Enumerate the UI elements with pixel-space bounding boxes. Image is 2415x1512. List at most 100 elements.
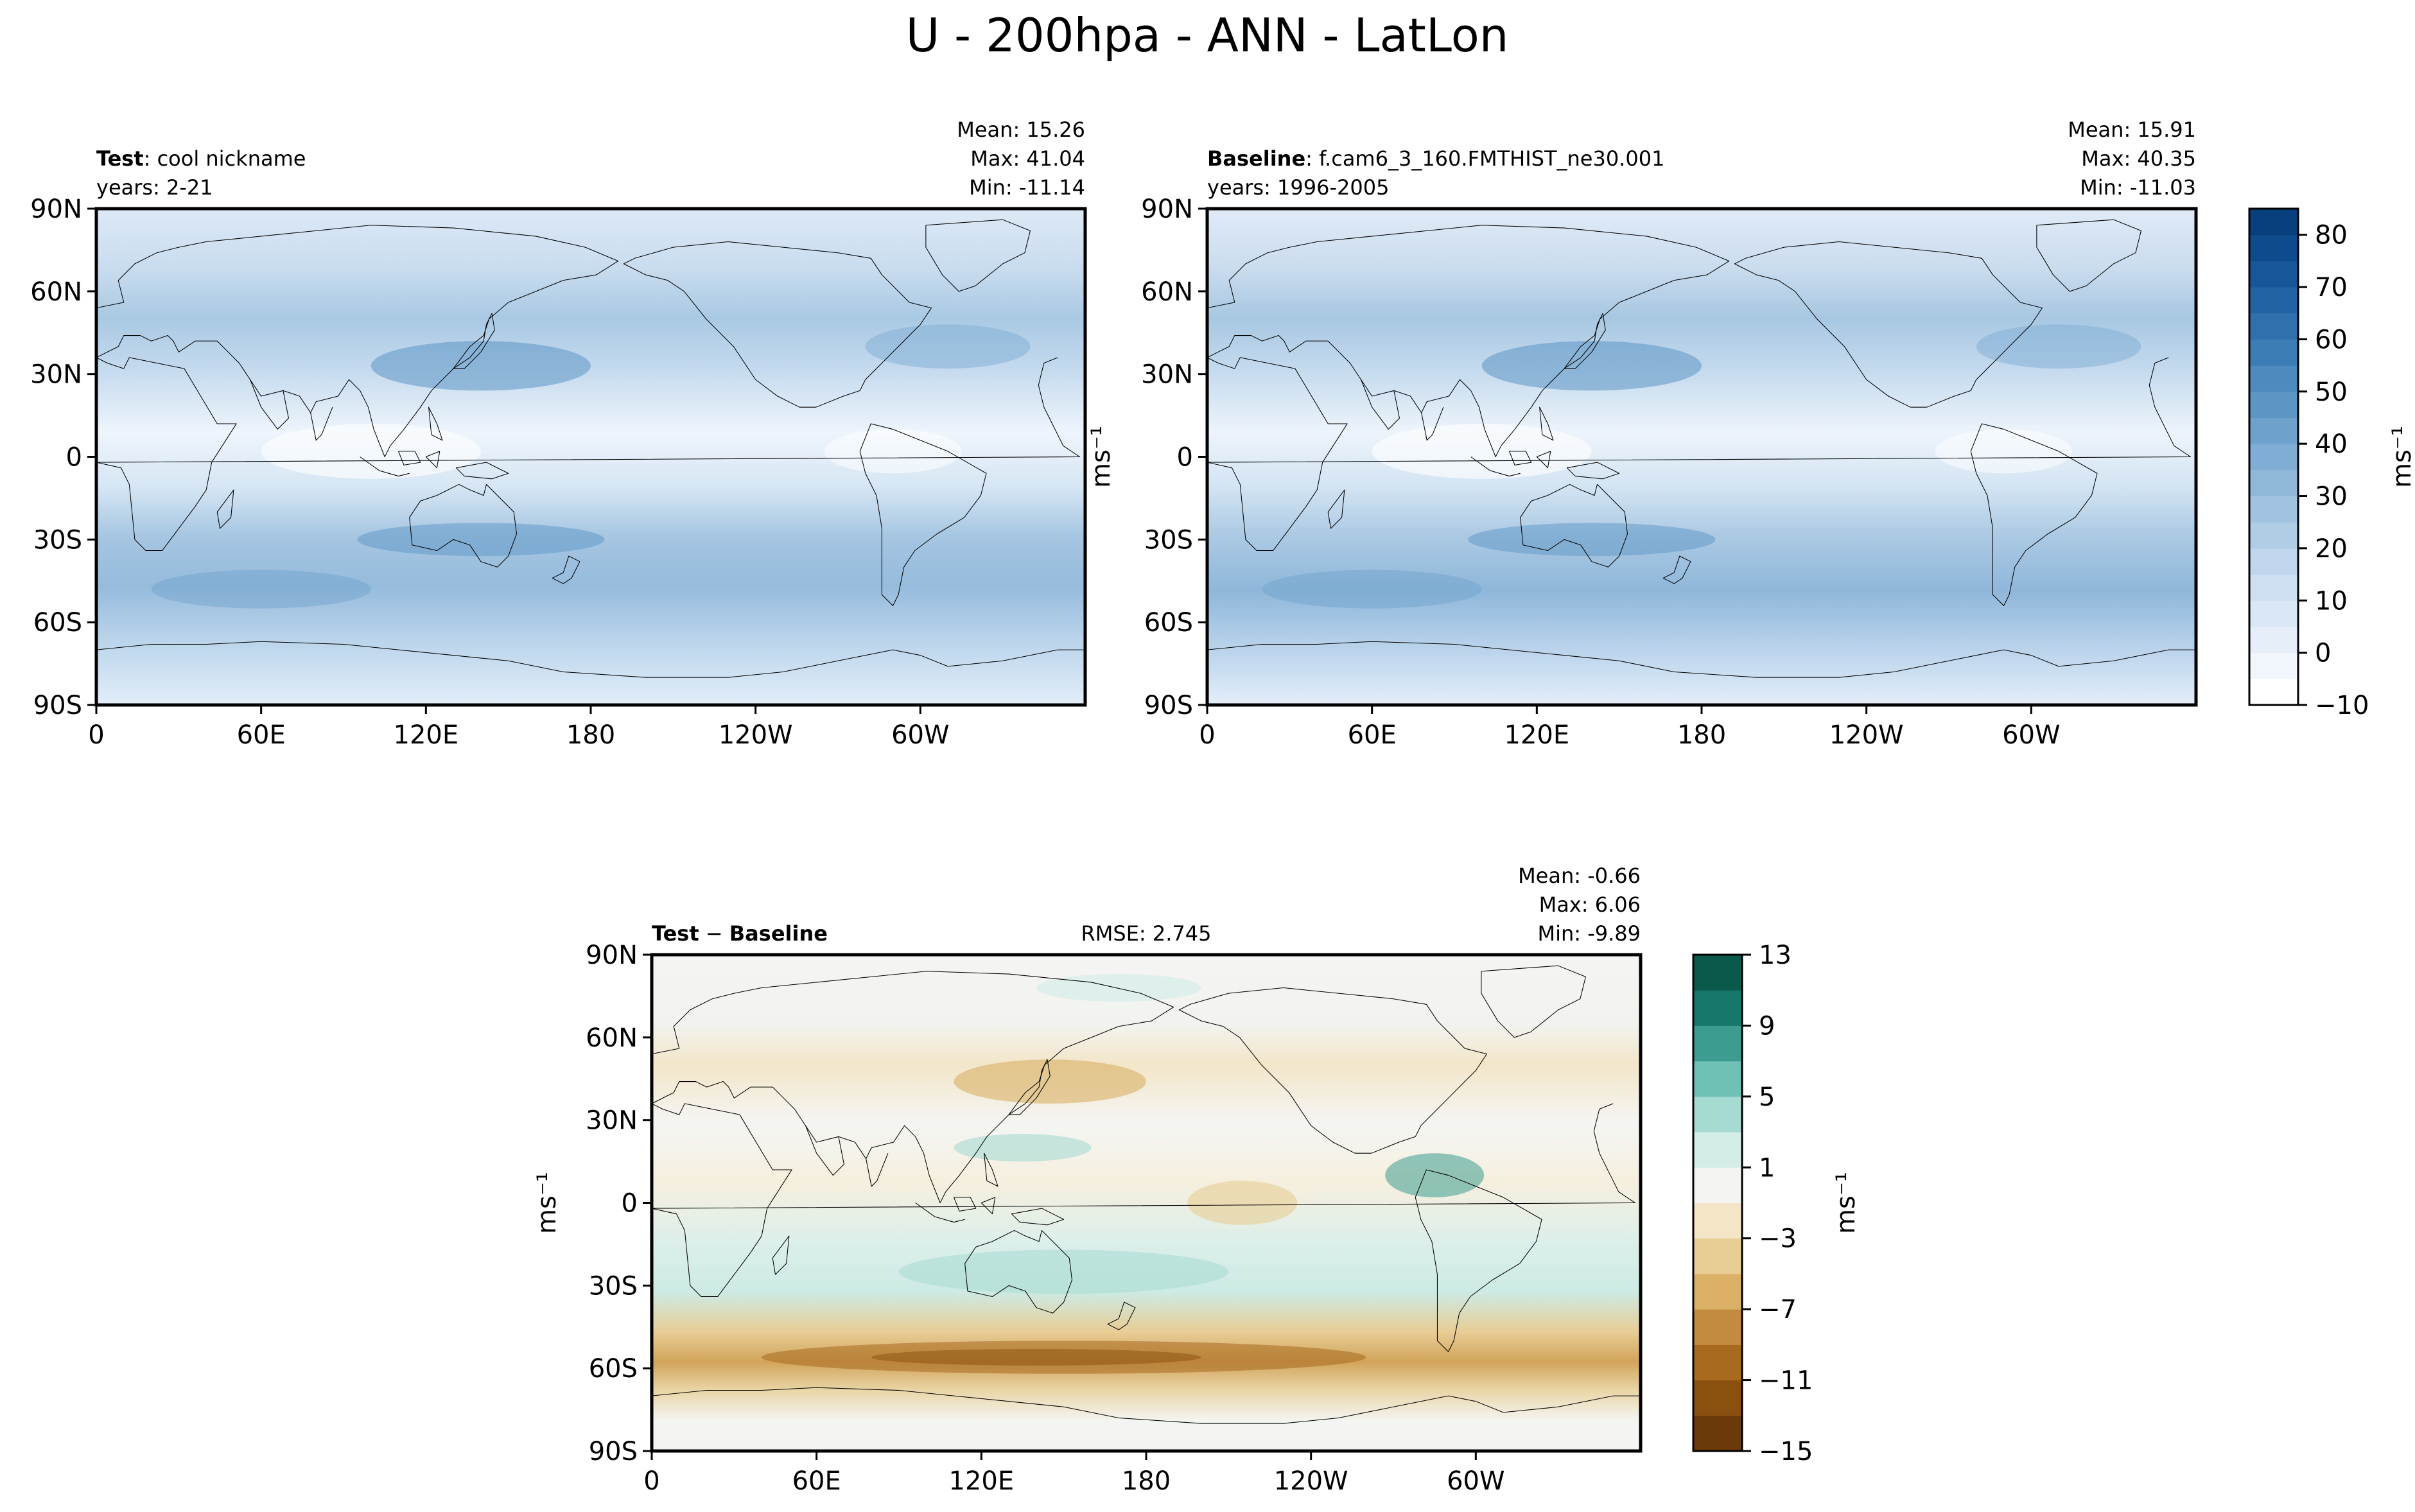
colorbar-tick-label: 1 [1759,1153,1775,1183]
lat-tick-label: 30S [1144,525,1193,555]
colorbar-segment [1693,1273,1742,1310]
stat-label: Max: 6.06 [1539,892,1641,917]
lat-tick-label: 30N [30,360,82,390]
colorbar-frame [2248,207,2299,706]
colorbar-segment [2249,574,2298,601]
lat-tick-label: 60N [1141,277,1193,307]
colorbar-tick-label: 5 [1759,1082,1775,1112]
colorbar-segment [2249,626,2298,654]
lon-tick-label: 120E [394,720,459,750]
panel-label-bold: Test [652,921,699,946]
colorbar-tick-label: 60 [2315,325,2348,354]
stat-label: Max: 41.04 [970,146,1085,171]
panel-label-bold: Baseline [729,921,828,946]
colorbar-segment [2249,600,2298,627]
lon-tick-label: 60E [237,720,286,750]
colorbar-segment [1693,1415,1742,1452]
colorbar-tick-label: 20 [2315,534,2348,564]
lon-tick-label: 0 [88,720,104,750]
subtropical-positive [954,1134,1092,1162]
panel-label-text: : f.cam6_3_160.FMTHIST_ne30.001 [1305,146,1664,171]
jet-core-south [357,523,605,557]
colorbar-diff: −15 −11 −7 −3 1 5 9 13 ms⁻¹ [1692,941,1861,1466]
stat-label: Min: -11.14 [969,175,1085,200]
colorbar-tick-label: −7 [1759,1295,1797,1325]
colorbar-segment [2249,287,2298,314]
colorbar-segment [1693,1344,1742,1381]
colorbar-segment [2249,496,2298,523]
colorbar-segment [2249,313,2298,340]
southern-band-peak [871,1349,1201,1366]
map-field [652,955,1641,1451]
stat-label: Mean: 15.91 [2068,117,2196,142]
colorbar-segment [1693,990,1742,1026]
colorbar-tick-label: −10 [2315,691,2369,720]
colorbar-tick-label: −11 [1759,1366,1813,1396]
map-field [1207,209,2196,705]
lat-tick-label: 90S [1144,691,1193,720]
lat-tick-label: 90N [1141,195,1193,224]
panel-label: Test − Baseline [652,921,828,946]
field-background [652,955,1641,1451]
colorbar-tick-label: 80 [2315,221,2348,250]
colorbar-segment [1693,1025,1742,1062]
equatorial-minimum [261,423,481,479]
colorbar-tick-label: 10 [2315,586,2348,616]
colorbar-segment [1693,1167,1742,1203]
lon-tick-label: 0 [643,1466,659,1496]
panel-label-sep: − [699,921,729,946]
lon-tick-label: 60W [2002,720,2060,750]
colorbar-segment [2249,652,2298,679]
ylabel: ms⁻¹ [1086,426,1116,488]
lon-tick-label: 60E [792,1466,841,1496]
lon-tick-label: 60W [1447,1466,1504,1496]
jet-core-south-indian [1262,569,1482,609]
rmse-label: RMSE: 2.745 [1081,921,1212,946]
lon-tick-label: 120E [949,1466,1015,1496]
lat-tick-label: 60S [589,1354,638,1384]
stat-label: Min: -11.03 [2080,175,2196,200]
colorbar-segment [1693,1309,1742,1345]
stat-label: Max: 40.35 [2081,146,2196,171]
colorbar-segment [1693,1061,1742,1097]
lon-tick-label: 0 [1199,720,1215,750]
panel-label: Test: cool nickname [96,146,306,171]
figure-title: U - 200hpa - ANN - LatLon [906,8,1509,62]
lat-tick-label: 30N [586,1106,638,1136]
lon-tick-label: 120W [1274,1466,1348,1496]
lon-tick-label: 60W [891,720,949,750]
jet-core-atlantic [865,324,1031,369]
colorbar-segment [1693,1132,1742,1168]
jet-core-south [1468,523,1716,557]
colorbar-segment [2249,522,2298,549]
panel-label: Baseline: f.cam6_3_160.FMTHIST_ne30.001 [1207,146,1664,171]
map-panel-baseline: 0 60E 120E 180 120W 60W 90N 60N 30N 0 30S 60S 90S Bas… [1141,117,2198,750]
lat-tick-label: 0 [1177,443,1193,473]
colorbar-segment [1693,955,1742,991]
lon-tick-label: 180 [1677,720,1726,750]
colorbar-tick-label: 13 [1759,941,1792,970]
colorbar-segment [2249,261,2298,288]
lat-tick-label: 30N [1141,360,1193,390]
stat-label: Mean: 15.26 [957,117,1085,142]
colorbar-tick-label: 30 [2315,482,2348,512]
colorbar-tick-label: −15 [1759,1437,1813,1466]
stat-label: Mean: -0.66 [1518,864,1641,888]
jet-core-atlantic [1976,324,2141,369]
jet-core-north [1481,341,1702,391]
lon-tick-label: 180 [566,720,615,750]
colorbar-frame [1692,953,1743,1452]
colorbar-segment [1693,1096,1742,1133]
map-field [96,209,1085,705]
colorbar-segment [2249,209,2298,236]
colorbar-segment [2249,679,2298,706]
lat-tick-label: 60N [586,1023,638,1053]
lat-tick-label: 60N [30,277,82,307]
jet-core-south-indian [151,569,371,609]
colorbar-tick-label: 50 [2315,378,2348,407]
map-panel-test: 0 60E 120E 180 120W 60W 90N 60N 30N 0 30S 60S 90S Tes… [30,117,1116,750]
colorbar-label: ms⁻¹ [1831,1172,1861,1234]
colorbar-segment [2249,444,2298,471]
colorbar-tick-label: 0 [2315,639,2331,668]
